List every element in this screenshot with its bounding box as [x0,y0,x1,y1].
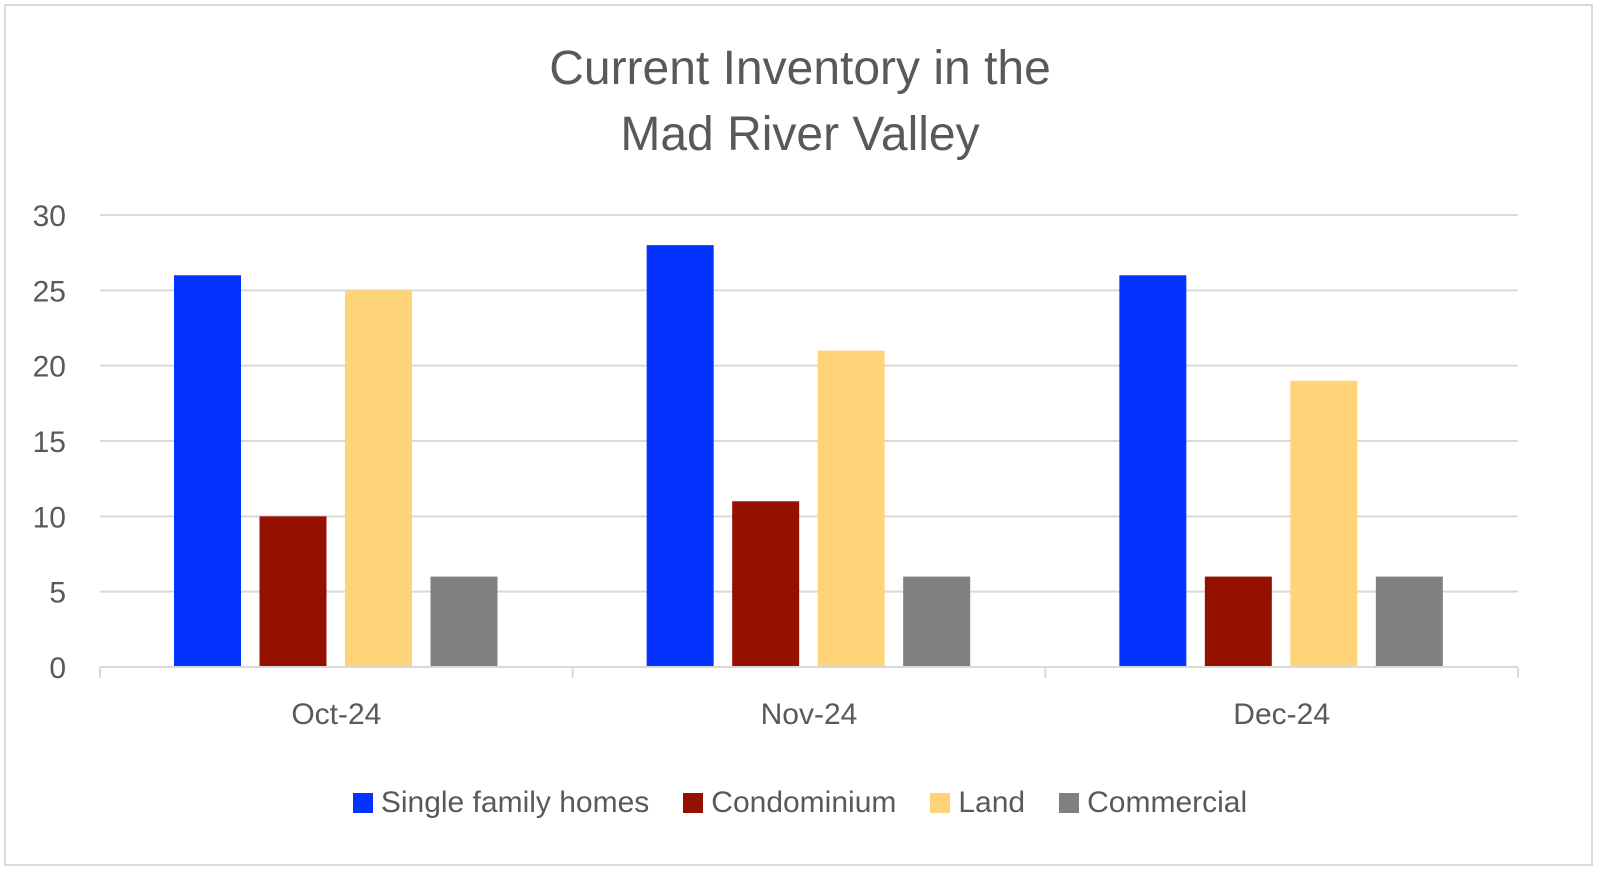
legend-swatch [1059,793,1080,813]
y-tick-label: 10 [33,501,66,534]
legend-item: Land [930,785,1025,821]
chart-title: Current Inventory in the Mad River Valle… [549,42,1051,161]
y-tick-label: 0 [49,652,66,685]
legend-label: Single family homes [380,786,650,819]
legend-label: Commercial [1087,786,1248,819]
legend-label: Condominium [711,786,897,819]
y-tick-label: 30 [33,200,66,233]
y-tick-label: 25 [33,275,66,308]
bar [1204,576,1272,667]
bar [1119,275,1187,667]
bar [259,516,327,667]
y-tick-label: 15 [33,426,66,459]
legend-swatch [930,793,951,813]
x-tick-labels: Oct-24 Nov-24 Dec-24 [291,698,1330,731]
legend-item: Single family homes [352,785,650,821]
bar [732,501,800,667]
bar [646,245,714,667]
axes [99,666,1519,678]
legend-item: Condominium [683,785,896,821]
y-tick-label: 20 [33,351,66,384]
y-tick-label: 5 [49,577,66,610]
gridlines [100,214,1518,593]
legend-item: Commercial [1059,785,1247,821]
y-tick-labels: 0 5 10 15 20 25 30 [33,200,66,685]
legend-swatch [352,793,373,813]
legend-swatch [683,793,704,813]
bar [174,275,241,667]
legend-label: Land [958,786,1026,819]
x-tick-label: Dec-24 [1233,698,1330,731]
bars [174,245,1443,667]
bar [1375,576,1443,667]
bar [903,576,971,667]
bar [817,350,885,667]
bar [430,576,498,667]
x-tick-label: Oct-24 [291,698,381,731]
legend: Single family homes Condominium Land Commer… [0,785,1600,821]
bar [1290,380,1358,667]
bar [345,290,412,667]
x-tick-label: Nov-24 [761,698,858,731]
